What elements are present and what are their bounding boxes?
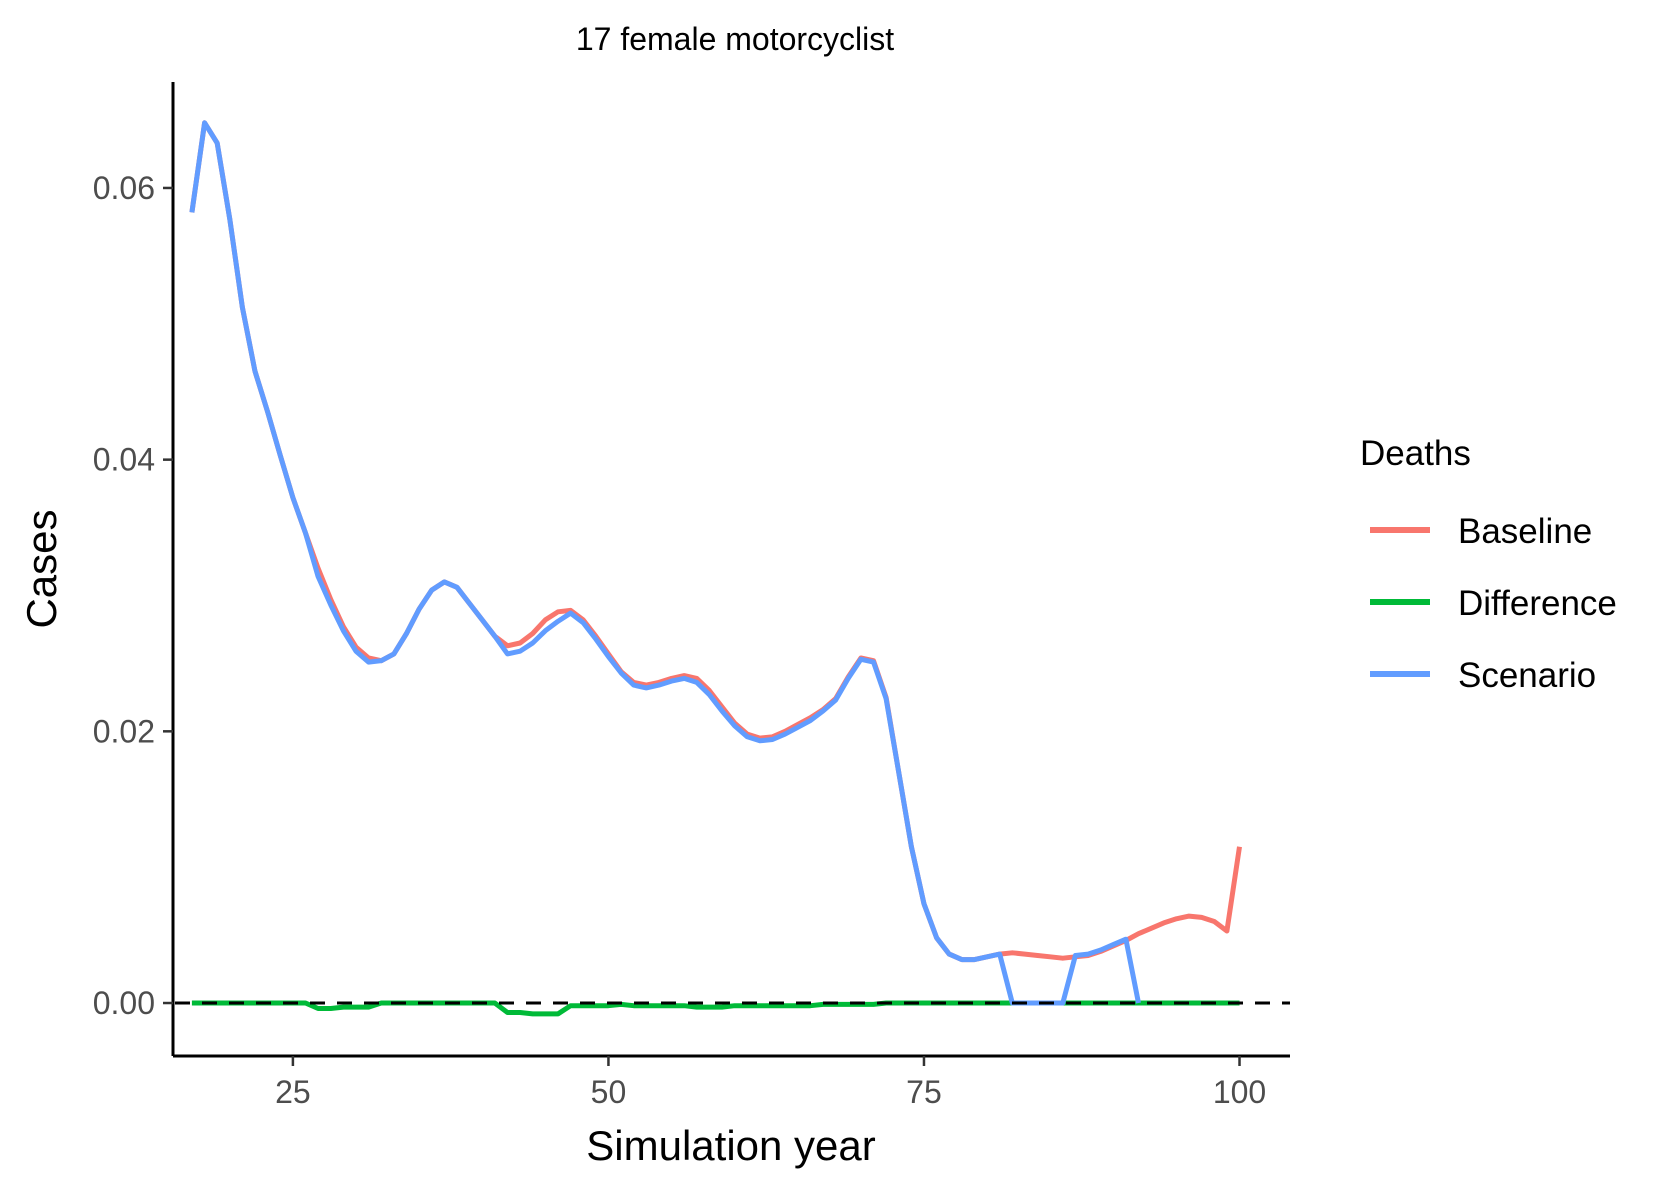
plot-area (175, 120, 1290, 1017)
series-line-difference (191, 1000, 1240, 1017)
legend-label: Scenario (1458, 656, 1596, 695)
x-tick-label: 100 (1213, 1074, 1266, 1110)
x-axis-ticks: 25 50 75 100 (275, 1056, 1266, 1110)
legend-item-baseline: Baseline (1370, 512, 1592, 551)
x-axis-title: Simulation year (586, 1122, 875, 1169)
x-tick-label: 25 (275, 1074, 311, 1110)
legend: Deaths Baseline Difference Scenario (1360, 434, 1617, 695)
axes: 25 50 75 100 0.00 0.02 0.04 0.06 (93, 82, 1290, 1110)
y-tick-label: 0.00 (93, 985, 155, 1021)
legend-items: Baseline Difference Scenario (1370, 512, 1617, 695)
legend-item-scenario: Scenario (1370, 656, 1596, 695)
legend-label: Difference (1458, 584, 1617, 623)
chart-title: 17 female motorcyclist (576, 21, 894, 57)
y-axis-ticks: 0.00 0.02 0.04 0.06 (93, 170, 173, 1021)
series-layer (189, 120, 1242, 1017)
y-tick-label: 0.02 (93, 713, 155, 749)
legend-item-difference: Difference (1370, 584, 1617, 623)
series-line-baseline (189, 120, 1242, 963)
y-axis-title: Cases (18, 509, 65, 628)
legend-title: Deaths (1360, 434, 1471, 473)
series-line-scenario (189, 120, 1141, 1006)
y-tick-label: 0.06 (93, 170, 155, 206)
x-tick-label: 50 (591, 1074, 627, 1110)
legend-label: Baseline (1458, 512, 1592, 551)
y-tick-label: 0.04 (93, 442, 155, 478)
x-tick-label: 75 (906, 1074, 942, 1110)
